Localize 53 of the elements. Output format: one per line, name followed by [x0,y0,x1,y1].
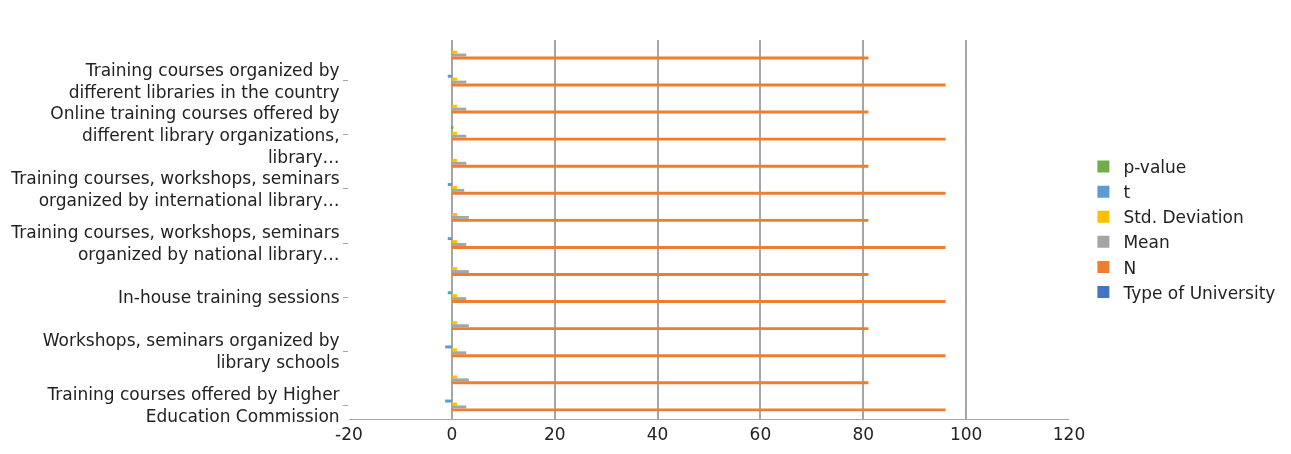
bar [451,273,869,276]
bar [447,74,452,78]
bar [451,381,869,385]
bar [451,164,869,168]
y-tick-label: Training courses organized by different libraries in the country [68,59,340,102]
x-tick-label: 100 [949,424,983,445]
y-tick-label: Online training courses offered by different library organizations, library… [50,102,340,167]
bar [451,218,869,222]
bar [451,327,869,331]
bar [451,300,946,304]
x-tick-label: 60 [749,424,772,445]
bar [451,56,869,60]
bar [451,213,457,216]
x-tick-label: 80 [852,424,875,445]
legend-label: Std. Deviation [1123,207,1244,228]
bar [447,183,452,186]
bar [451,245,946,249]
bar [451,104,457,108]
bar [451,137,946,141]
legend-label: N [1123,257,1137,278]
x-tick-label: 0 [446,424,458,445]
bar [451,191,946,195]
bar [451,158,457,162]
y-tick-label: Training courses, workshops, seminars organized by national library… [10,221,340,265]
legend-label: Type of University [1122,282,1276,303]
x-tick-label: 20 [543,424,566,445]
bar [451,185,457,189]
bar [451,267,457,271]
x-tick-label: 40 [646,424,669,445]
legend-label: p-value [1123,157,1187,178]
bar [451,240,457,244]
bar [451,294,457,298]
bar [451,131,457,135]
bar [447,291,452,295]
bar [451,110,869,114]
bar [451,408,946,412]
y-tick-label: In-house training sessions [117,287,340,308]
bar [445,345,452,349]
bar [451,321,457,325]
y-tick-label: Workshops, seminars organized by library schools [42,330,340,373]
legend-label: t [1123,182,1131,203]
y-tick-label: Training courses, workshops, seminars organized by international library… [10,167,340,210]
bar [451,348,457,352]
bar [451,354,946,358]
bar [451,375,457,379]
bar [451,77,457,81]
legend-label: Mean [1123,232,1170,253]
bar [451,50,457,54]
x-tick-label: 120 [1052,424,1086,445]
bar [445,399,452,403]
x-tick-label: -20 [335,424,363,445]
bar [447,237,452,241]
y-tick-label: Training courses offered by Higher Education Commission [46,384,340,427]
